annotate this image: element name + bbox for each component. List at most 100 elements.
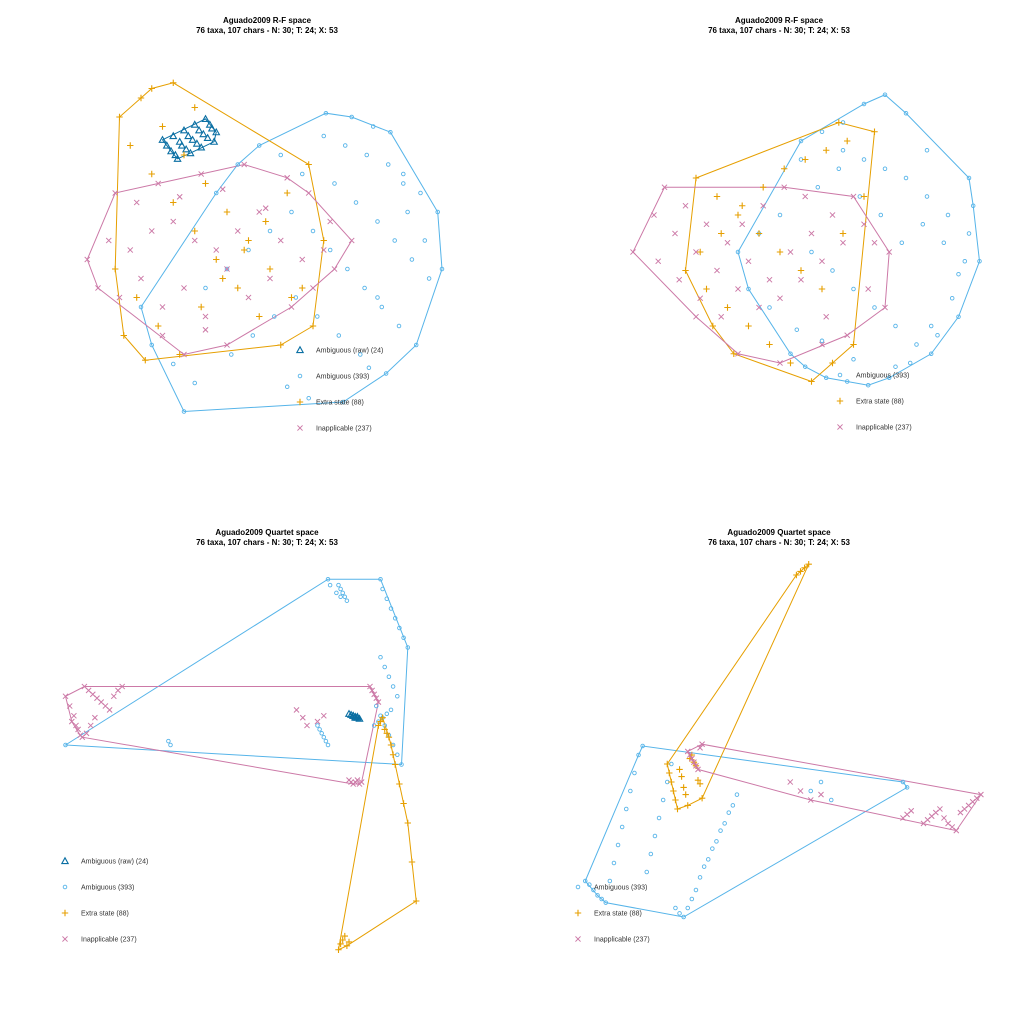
point-inapplicable [724,239,731,246]
point-ambiguous [977,259,982,264]
point-inapplicable [148,228,155,234]
point-ambiguous [63,742,68,748]
point-inapplicable [358,779,365,785]
legend-marker-extra-state [296,398,304,406]
point-ambiguous [203,133,212,142]
point-ambiguous [583,878,588,884]
point-inapplicable [861,221,867,228]
point-ambiguous [830,268,835,273]
point-ambiguous [928,323,934,329]
point-ambiguous [272,314,277,319]
point-extra-state [180,151,188,159]
point-extra-state [335,946,342,953]
point-ambiguous [710,846,715,851]
legend-label-ambiguous: Ambiguous (raw) (24) [316,348,383,355]
point-inapplicable [354,777,361,784]
point-ambiguous [384,711,390,717]
point-ambiguous [383,371,389,376]
point-ambiguous [882,166,888,171]
point-ambiguous [190,120,199,128]
point-inapplicable [798,276,804,283]
point-ambiguous [636,752,641,758]
point-ambiguous [685,905,691,911]
point-extra-state [383,730,390,737]
point-inapplicable [106,706,113,713]
point-inapplicable [138,275,144,282]
point-extra-state [234,284,241,292]
point-extra-state [381,726,388,733]
point-ambiguous [170,361,176,367]
point-inapplicable [110,693,117,700]
point-ambiguous [920,221,926,227]
point-ambiguous [235,162,240,167]
point-extra-state [680,784,687,791]
point-extra-state [339,936,346,944]
point-ambiguous [893,364,898,369]
point-ambiguous [924,194,930,199]
point-extra-state [400,800,407,807]
legend-label-extra-state: Extra state (88) [594,911,642,918]
point-inapplicable [693,762,699,769]
panel-3-title: Aguado2009 Quartet space [215,528,319,537]
point-inapplicable [66,703,73,709]
point-extra-state [288,294,295,301]
point-extra-state [692,174,700,182]
point-ambiguous [388,606,394,611]
point-ambiguous [624,806,629,812]
legend-marker-ambiguous [295,345,305,354]
point-inapplicable [695,766,701,773]
point-extra-state [672,796,679,804]
point-inapplicable [369,687,376,694]
point-ambiguous [382,664,387,670]
point-ambiguous [310,228,316,234]
point-inapplicable [119,683,126,690]
point-ambiguous [384,596,390,602]
point-inapplicable [739,221,746,228]
point-ambiguous [284,384,290,390]
point-inapplicable [198,171,205,177]
panel-1-title: Aguado2009 R-F space [223,16,312,25]
point-extra-state [682,791,689,798]
point-ambiguous [924,147,930,153]
point-ambiguous [405,209,410,215]
point-ambiguous [418,190,423,196]
point-extra-state [844,137,851,145]
point-ambiguous [660,797,666,803]
point-ambiguous [321,734,327,740]
point-inapplicable [699,741,706,748]
point-inapplicable [181,351,187,358]
panel-2-legend: Ambiguous (393) Extra state (88) Inapplica… [836,373,912,432]
point-inapplicable [202,326,209,333]
point-ambiguous [338,594,343,600]
point-inapplicable [310,285,316,291]
point-ambiguous [851,357,856,362]
point-extra-state [676,766,683,773]
legend-marker-ambiguous [297,373,303,379]
point-ambiguous [648,851,654,857]
point-ambiguous [714,839,719,844]
point-extra-state [159,123,166,130]
point-extra-state [823,147,830,154]
point-inapplicable [936,806,943,812]
point-extra-state [776,248,784,256]
panel-4-plot-area [583,561,984,920]
point-ambiguous [213,190,219,196]
point-ambiguous [390,684,396,689]
point-extra-state [797,267,805,274]
point-inapplicable [844,332,851,339]
point-ambiguous [306,395,311,401]
point-ambiguous [595,893,600,898]
point-ambiguous [388,129,393,135]
point-ambiguous [681,914,686,920]
point-inapplicable [234,228,241,234]
point-inapplicable [682,202,689,209]
legend-marker-extra-state [61,909,69,917]
point-extra-state [112,265,119,273]
point-extra-state [666,769,673,777]
point-ambiguous [343,143,348,148]
point-ambiguous [823,375,829,381]
point-inapplicable [320,247,327,253]
point-ambiguous [380,586,385,592]
point-ambiguous [819,338,825,344]
